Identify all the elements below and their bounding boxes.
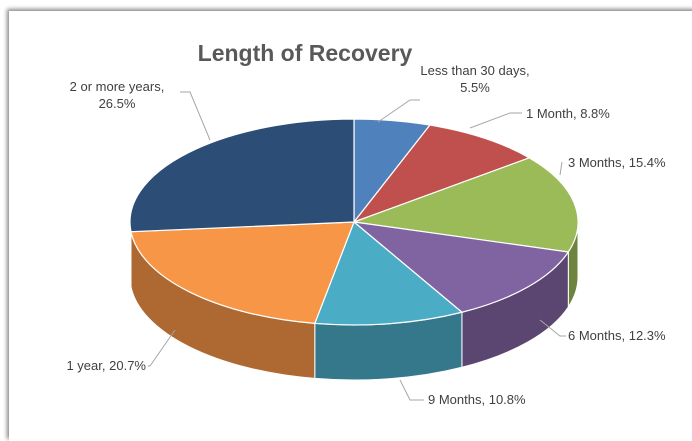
leader-line [559, 161, 563, 176]
value-label: 26.5% [98, 96, 136, 111]
leader-line [180, 91, 211, 141]
category-label: 9 Months [428, 392, 482, 407]
slice [313, 221, 464, 326]
data-label: 3 Months, 15.4% [568, 155, 666, 170]
leader-line [148, 329, 176, 367]
category-label: 1 Month [526, 106, 573, 121]
data-label: 2 or more years, 26.5% [69, 79, 165, 111]
slice [353, 157, 579, 253]
category-label: 1 year [66, 358, 102, 373]
value-label: 5.5% [460, 80, 490, 95]
data-label: 1 year, 20.7% [66, 358, 146, 373]
category-label: 3 Months [568, 155, 622, 170]
slice [129, 118, 355, 233]
value-label: 20.7% [109, 358, 146, 373]
data-label: Less than 30 days, 5.5% [420, 63, 530, 95]
slice [130, 221, 355, 325]
value-label: 8.8% [580, 106, 610, 121]
data-label: 1 Month, 8.8% [526, 106, 610, 121]
leader-line [377, 99, 420, 123]
leader-line [539, 319, 566, 337]
data-label: 6 Months, 12.3% [568, 328, 666, 343]
value-label: 12.3% [628, 328, 666, 343]
chart-title: Length of Recovery [197, 40, 413, 66]
slice [352, 124, 531, 224]
leader-line [399, 379, 424, 401]
category-label: 2 or more years [69, 79, 161, 94]
value-label: 10.8% [488, 392, 526, 407]
data-label: 9 Months, 10.8% [428, 392, 526, 407]
leader-line [469, 112, 522, 129]
category-label: Less than 30 days [420, 63, 526, 78]
slice [352, 221, 570, 313]
value-label: 15.4% [628, 155, 666, 170]
category-label: 6 Months [568, 328, 622, 343]
